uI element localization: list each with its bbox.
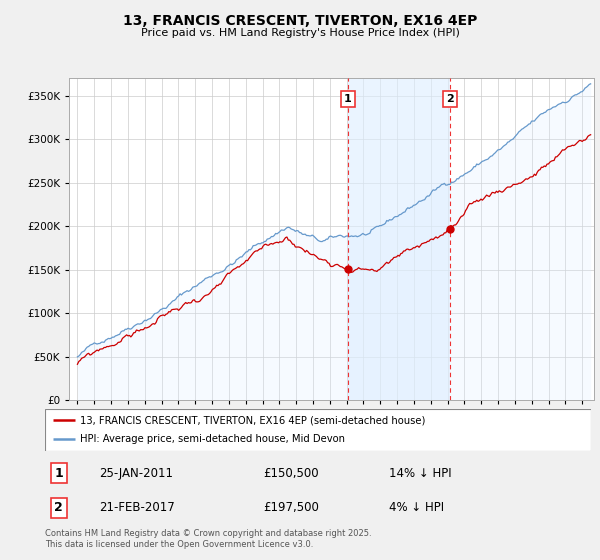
Text: Contains HM Land Registry data © Crown copyright and database right 2025.
This d: Contains HM Land Registry data © Crown c… bbox=[45, 529, 371, 549]
Text: 25-JAN-2011: 25-JAN-2011 bbox=[100, 467, 173, 480]
Text: HPI: Average price, semi-detached house, Mid Devon: HPI: Average price, semi-detached house,… bbox=[80, 435, 346, 445]
FancyBboxPatch shape bbox=[45, 409, 591, 451]
Text: 2: 2 bbox=[54, 501, 63, 514]
Text: 1: 1 bbox=[54, 467, 63, 480]
Text: 2: 2 bbox=[446, 94, 454, 104]
Text: 4% ↓ HPI: 4% ↓ HPI bbox=[389, 501, 444, 514]
Text: 14% ↓ HPI: 14% ↓ HPI bbox=[389, 467, 452, 480]
Text: £197,500: £197,500 bbox=[263, 501, 319, 514]
Text: £150,500: £150,500 bbox=[263, 467, 319, 480]
Text: 13, FRANCIS CRESCENT, TIVERTON, EX16 4EP (semi-detached house): 13, FRANCIS CRESCENT, TIVERTON, EX16 4EP… bbox=[80, 415, 426, 425]
Text: 21-FEB-2017: 21-FEB-2017 bbox=[100, 501, 175, 514]
Text: 13, FRANCIS CRESCENT, TIVERTON, EX16 4EP: 13, FRANCIS CRESCENT, TIVERTON, EX16 4EP bbox=[123, 14, 477, 28]
Text: 1: 1 bbox=[344, 94, 352, 104]
Text: Price paid vs. HM Land Registry's House Price Index (HPI): Price paid vs. HM Land Registry's House … bbox=[140, 28, 460, 38]
Bar bbox=[348, 78, 450, 400]
